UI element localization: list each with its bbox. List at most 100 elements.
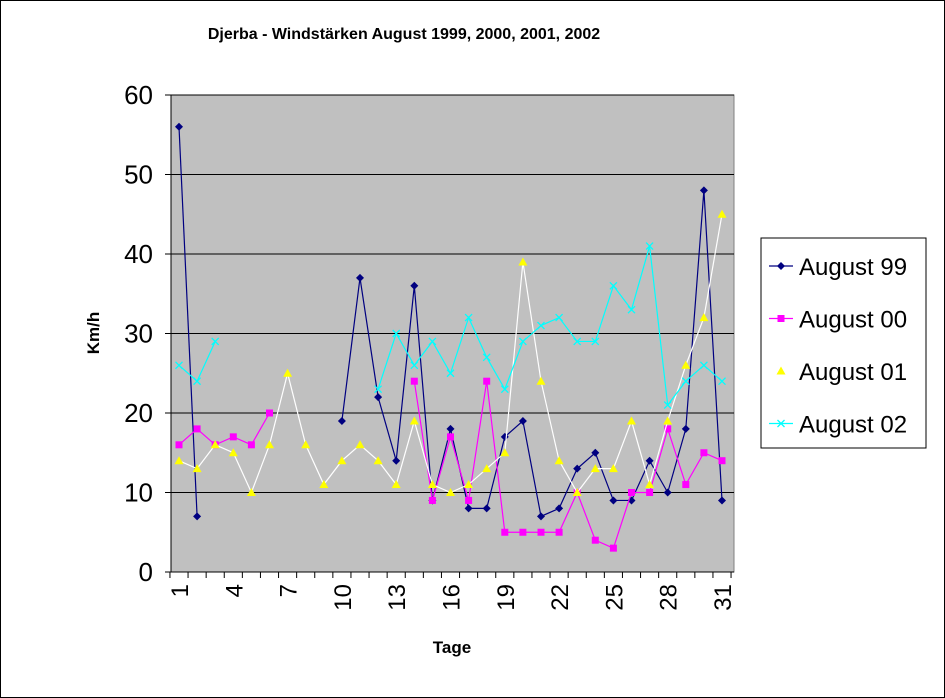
data-point: [591, 337, 600, 346]
x-tick-label: 25: [601, 584, 628, 611]
x-tick-label: 16: [439, 584, 466, 611]
data-point: [573, 464, 582, 473]
data-point: [465, 496, 473, 504]
data-point: [681, 360, 691, 369]
data-point: [591, 536, 599, 544]
data-point: [392, 329, 401, 338]
data-point: [555, 313, 564, 322]
y-tick-label: 30: [124, 319, 153, 349]
data-point: [464, 480, 474, 489]
data-point: [609, 496, 618, 505]
data-point: [246, 488, 256, 496]
data-point: [283, 368, 293, 377]
data-point: [699, 186, 708, 195]
series-august-02: [175, 242, 726, 410]
data-point: [590, 464, 600, 473]
series-august-99: [175, 122, 726, 521]
data-point: [301, 440, 311, 449]
legend: August 99 August 00 August 01 August 02: [760, 237, 927, 449]
data-point: [428, 337, 437, 346]
data-point: [427, 480, 437, 489]
data-point: [464, 504, 473, 513]
data-point: [193, 512, 202, 521]
data-point: [175, 122, 183, 131]
legend-label: August 00: [799, 307, 907, 334]
data-point: [175, 441, 183, 449]
data-point: [537, 321, 545, 330]
data-point: [717, 209, 727, 218]
data-point: [627, 416, 636, 425]
data-point: [628, 489, 635, 496]
data-point: [519, 528, 527, 536]
legend-label: August 02: [799, 412, 907, 439]
series-august-00: [175, 377, 726, 552]
data-point: [554, 456, 564, 465]
data-point: [555, 504, 564, 513]
data-point: [663, 401, 672, 410]
data-point: [266, 409, 273, 417]
data-point: [572, 488, 582, 496]
data-point: [464, 313, 473, 322]
data-point: [193, 377, 202, 386]
y-tick-label: 20: [124, 398, 153, 428]
data-point: [174, 456, 184, 465]
data-point: [482, 353, 491, 362]
y-tick-label: 10: [124, 478, 153, 508]
data-point: [518, 257, 528, 266]
series-line: [413, 381, 723, 549]
data-point: [645, 456, 654, 465]
data-point: [518, 416, 527, 425]
x-tick-label: 22: [547, 584, 574, 611]
data-point: [646, 489, 654, 496]
legend-label: August 99: [799, 254, 907, 281]
data-point: [664, 425, 672, 433]
data-point: [211, 337, 220, 346]
x-tick-label: 7: [276, 584, 303, 597]
data-point: [555, 528, 563, 536]
data-point: [446, 424, 455, 433]
x-axis-label: Tage: [433, 638, 471, 657]
data-point: [210, 440, 220, 449]
data-point: [319, 480, 329, 489]
data-point: [663, 488, 672, 497]
y-tick-label: 0: [139, 557, 153, 587]
y-tick-label: 60: [124, 80, 153, 110]
x-tick-label: 31: [710, 584, 737, 611]
data-point: [700, 449, 708, 457]
data-point: [483, 377, 491, 385]
data-point: [627, 305, 636, 314]
data-point: [355, 440, 365, 449]
legend-marker: [777, 419, 785, 428]
x-tick-labels: 1 4 7 10 13 16 19 22 25 28 31: [167, 584, 737, 611]
x-tick-label: 4: [221, 584, 248, 597]
data-point: [374, 393, 383, 402]
data-point: [192, 464, 202, 473]
data-point: [228, 448, 238, 457]
x-tick-label: 19: [493, 584, 520, 611]
series-line: [341, 190, 723, 518]
data-point: [410, 361, 419, 370]
legend-marker: [777, 315, 785, 322]
data-point: [718, 377, 726, 386]
data-point: [482, 504, 491, 513]
y-tick-label: 50: [124, 160, 153, 190]
data-point: [591, 448, 600, 457]
y-tick-label: 40: [124, 239, 153, 269]
data-point: [608, 464, 618, 473]
data-point: [374, 385, 383, 394]
series-line: [377, 245, 723, 407]
series-august-01: [174, 209, 727, 496]
data-point: [356, 273, 364, 282]
data-point: [663, 416, 673, 425]
legend-marker: [777, 262, 785, 270]
data-point: [410, 377, 418, 385]
data-point: [175, 361, 183, 370]
data-point: [446, 488, 455, 496]
series-group: [174, 122, 727, 552]
legend-marker: [776, 366, 786, 375]
data-point: [609, 544, 617, 552]
y-axis-label: Km/h: [84, 312, 103, 355]
data-point: [482, 464, 492, 473]
